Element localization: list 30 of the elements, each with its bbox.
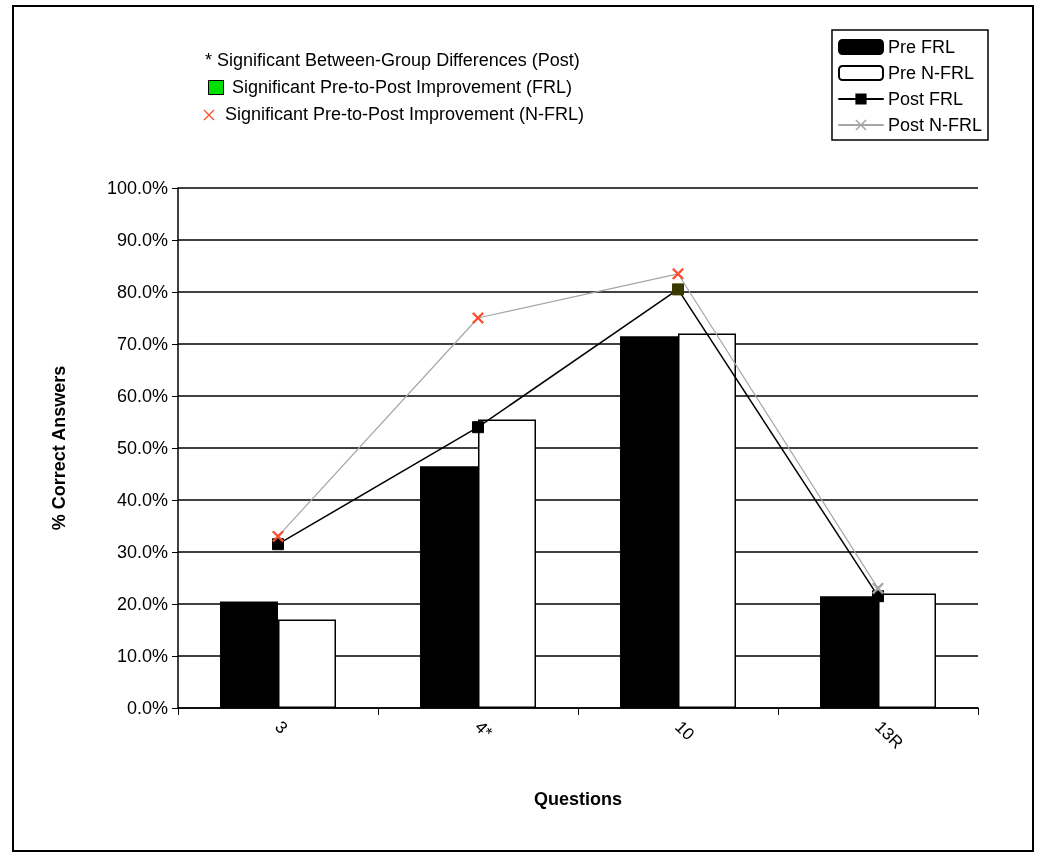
x-tick-label: 13R — [871, 717, 907, 753]
legend-label: Post N-FRL — [887, 115, 983, 135]
x-tick-label: 10 — [671, 717, 699, 745]
legend-label: Post FRL — [887, 89, 964, 109]
point — [872, 582, 884, 595]
y-tick-label: 20.0% — [116, 594, 168, 614]
text: Significant Pre-to-Post Improvement (N-FRL) — [225, 104, 585, 125]
y-tick-label: 60.0% — [116, 386, 168, 406]
y-tick-label: 10.0% — [116, 646, 168, 666]
x-axis-title: Questions — [533, 789, 623, 809]
y-tick-label: 50.0% — [116, 438, 168, 458]
legend-label: Pre N-FRL — [887, 63, 974, 83]
point — [672, 283, 684, 296]
y-tick-label: 30.0% — [116, 542, 168, 562]
y-tick-label: 40.0% — [116, 490, 168, 510]
point — [472, 312, 484, 324]
legend-label: Pre FRL — [887, 37, 956, 57]
x-tick-label: 3 — [271, 717, 292, 738]
y-axis-title: % Correct Answers — [49, 365, 69, 531]
y-tick-label: 0.0% — [126, 698, 168, 718]
point — [672, 267, 684, 280]
y-tick-label: 70.0% — [116, 334, 168, 354]
y-tick-label: 90.0% — [116, 230, 168, 250]
text: * Significant Between-Group Differences (Post) — [205, 50, 580, 71]
y-tick-label: 80.0% — [116, 282, 168, 302]
point — [272, 530, 284, 543]
y-tick-label: 100.0% — [106, 178, 168, 198]
point — [472, 421, 484, 434]
x-tick-label: 4* — [471, 717, 497, 743]
text: Significant Pre-to-Post Improvement (FRL) — [232, 77, 573, 98]
